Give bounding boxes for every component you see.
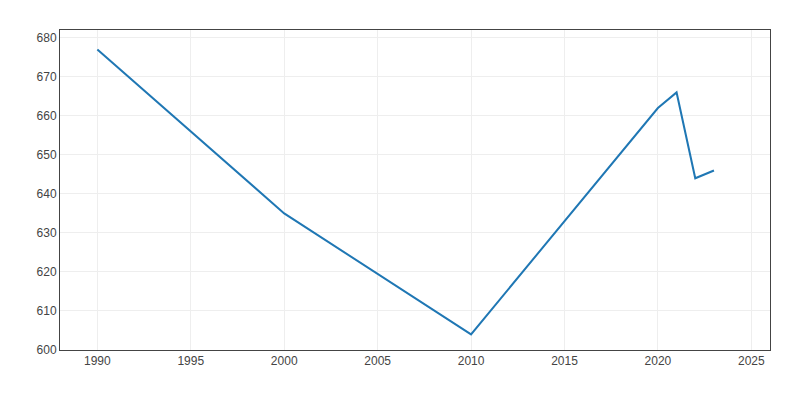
- svg-text:1990: 1990: [84, 354, 111, 368]
- svg-text:620: 620: [37, 265, 57, 279]
- svg-text:610: 610: [37, 304, 57, 318]
- svg-text:660: 660: [37, 109, 57, 123]
- svg-text:600: 600: [37, 343, 57, 357]
- svg-text:670: 670: [37, 70, 57, 84]
- svg-text:630: 630: [37, 226, 57, 240]
- svg-text:650: 650: [37, 148, 57, 162]
- svg-text:680: 680: [37, 31, 57, 45]
- svg-text:2000: 2000: [271, 354, 298, 368]
- svg-text:2010: 2010: [458, 354, 485, 368]
- svg-text:1995: 1995: [177, 354, 204, 368]
- svg-text:2015: 2015: [551, 354, 578, 368]
- svg-text:640: 640: [37, 187, 57, 201]
- svg-text:2025: 2025: [738, 354, 765, 368]
- svg-text:2005: 2005: [364, 354, 391, 368]
- svg-text:2020: 2020: [645, 354, 672, 368]
